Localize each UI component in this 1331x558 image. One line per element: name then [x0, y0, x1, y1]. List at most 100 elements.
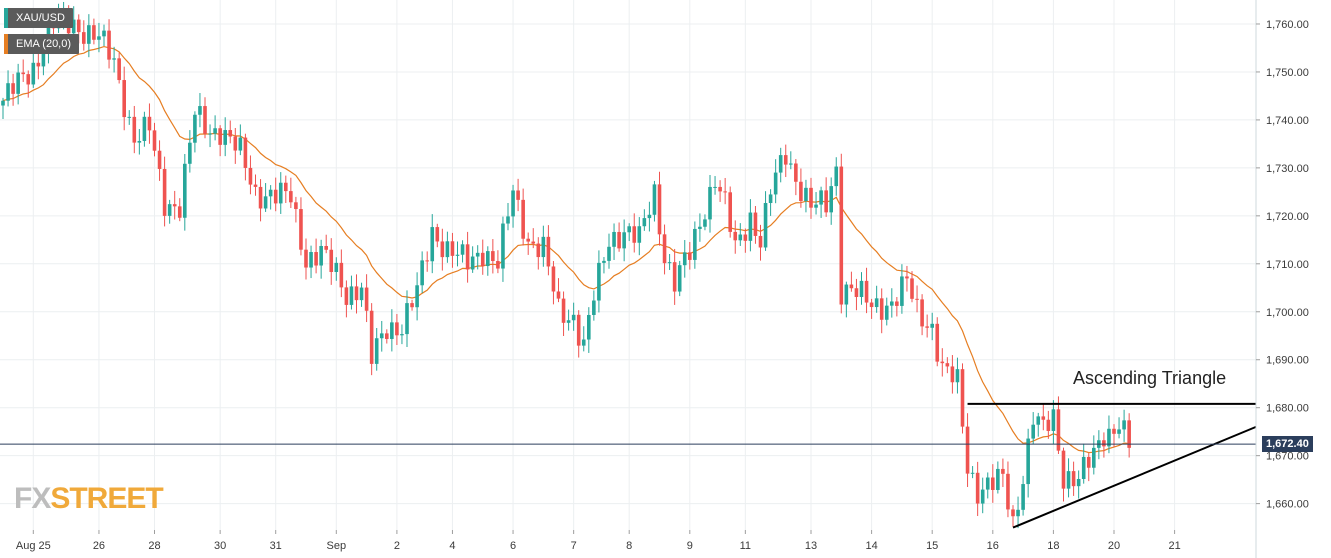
candle-body: [122, 80, 126, 118]
candle-body: [556, 291, 561, 299]
candle-body: [147, 116, 152, 131]
x-tick-label: 21: [1168, 540, 1180, 552]
candle-body: [783, 155, 788, 165]
x-tick-label: Sep: [327, 540, 347, 552]
candle-body: [546, 236, 551, 267]
candle-body: [1092, 447, 1096, 468]
candle-body: [491, 251, 495, 262]
candle-body: [460, 244, 465, 255]
y-tick-label: 1,700.00: [1266, 307, 1309, 319]
candle-body: [102, 30, 106, 37]
candle-body: [475, 252, 480, 257]
candle-body: [440, 241, 445, 258]
candle-body: [319, 245, 323, 266]
candle-body: [723, 191, 727, 193]
candle-body: [935, 323, 940, 362]
candle-body: [1, 100, 5, 106]
candle-body: [703, 219, 707, 227]
candle-body: [177, 206, 182, 218]
candle-body: [112, 58, 116, 60]
candle-body: [526, 238, 530, 242]
candle-body: [238, 137, 243, 151]
candle-body: [829, 186, 833, 213]
candle-body: [940, 361, 945, 364]
indicator-swatch: [4, 34, 8, 54]
candle-body: [26, 74, 31, 85]
candle-body: [844, 284, 849, 305]
x-tick-label: 4: [449, 540, 455, 552]
y-tick-label: 1,690.00: [1266, 355, 1309, 367]
candle-body: [198, 106, 202, 115]
candle-body: [895, 301, 899, 306]
candle-body: [142, 116, 147, 141]
candle-body: [228, 130, 233, 137]
candle-body: [248, 167, 253, 185]
candle-body: [76, 19, 81, 33]
candles: [1, 1, 1131, 529]
candle-body: [455, 254, 460, 256]
candle-body: [1107, 428, 1111, 447]
candle-body: [1036, 416, 1041, 425]
current-price-tag: 1,672.40: [1262, 436, 1313, 452]
x-tick-label: 15: [926, 540, 938, 552]
candle-body: [1086, 456, 1091, 468]
candle-body: [789, 163, 793, 165]
candle-body: [652, 184, 657, 215]
candle-body: [804, 187, 808, 202]
candle-body: [688, 252, 692, 260]
candle-body: [592, 300, 596, 315]
candle-body: [339, 262, 344, 288]
candle-body: [314, 252, 318, 266]
candle-body: [203, 106, 207, 134]
candle-body: [693, 228, 697, 260]
candle-body: [879, 298, 884, 320]
candle-body: [632, 226, 637, 243]
candle-body: [435, 227, 440, 242]
candle-body: [284, 182, 288, 192]
candle-body: [294, 202, 298, 210]
candle-body: [581, 339, 586, 346]
candle-body: [849, 284, 854, 289]
candle-body: [551, 266, 556, 292]
candle-body: [385, 333, 389, 339]
candle-body: [728, 192, 732, 232]
candle-body: [814, 204, 818, 208]
candle-body: [980, 489, 985, 504]
candle-body: [713, 186, 717, 188]
x-tick-label: 7: [571, 540, 577, 552]
candle-body: [905, 276, 909, 279]
candle-body: [1011, 509, 1015, 517]
candle-body: [758, 235, 763, 248]
candle-body: [753, 212, 758, 236]
candle-body: [395, 322, 399, 336]
candle-body: [667, 262, 672, 264]
candle-body: [1102, 440, 1106, 447]
candle-body: [854, 288, 859, 297]
logo-street: STREET: [50, 482, 163, 515]
candle-body: [708, 186, 712, 220]
candle-body: [566, 320, 571, 323]
candle-body: [329, 249, 334, 272]
candle-body: [1046, 419, 1051, 431]
candle-body: [1081, 456, 1086, 479]
legend-symbol[interactable]: XAU/USD: [4, 8, 73, 28]
candle-body: [127, 116, 132, 118]
candle-body: [36, 62, 41, 67]
candle-body: [162, 168, 167, 216]
candle-body: [273, 189, 278, 204]
candle-body: [420, 260, 424, 286]
candle-body: [834, 166, 839, 187]
candle-body: [92, 25, 96, 40]
candle-body: [183, 163, 187, 218]
candle-body: [208, 133, 212, 135]
y-tick-label: 1,680.00: [1266, 403, 1309, 415]
candle-body: [748, 212, 753, 241]
candle-body: [930, 323, 934, 328]
candle-body: [884, 305, 889, 320]
candle-body: [278, 182, 283, 204]
candle-body: [950, 366, 955, 383]
legend-indicator[interactable]: EMA (20,0): [4, 34, 80, 54]
candle-body: [334, 262, 339, 272]
candle-body: [1112, 428, 1116, 434]
